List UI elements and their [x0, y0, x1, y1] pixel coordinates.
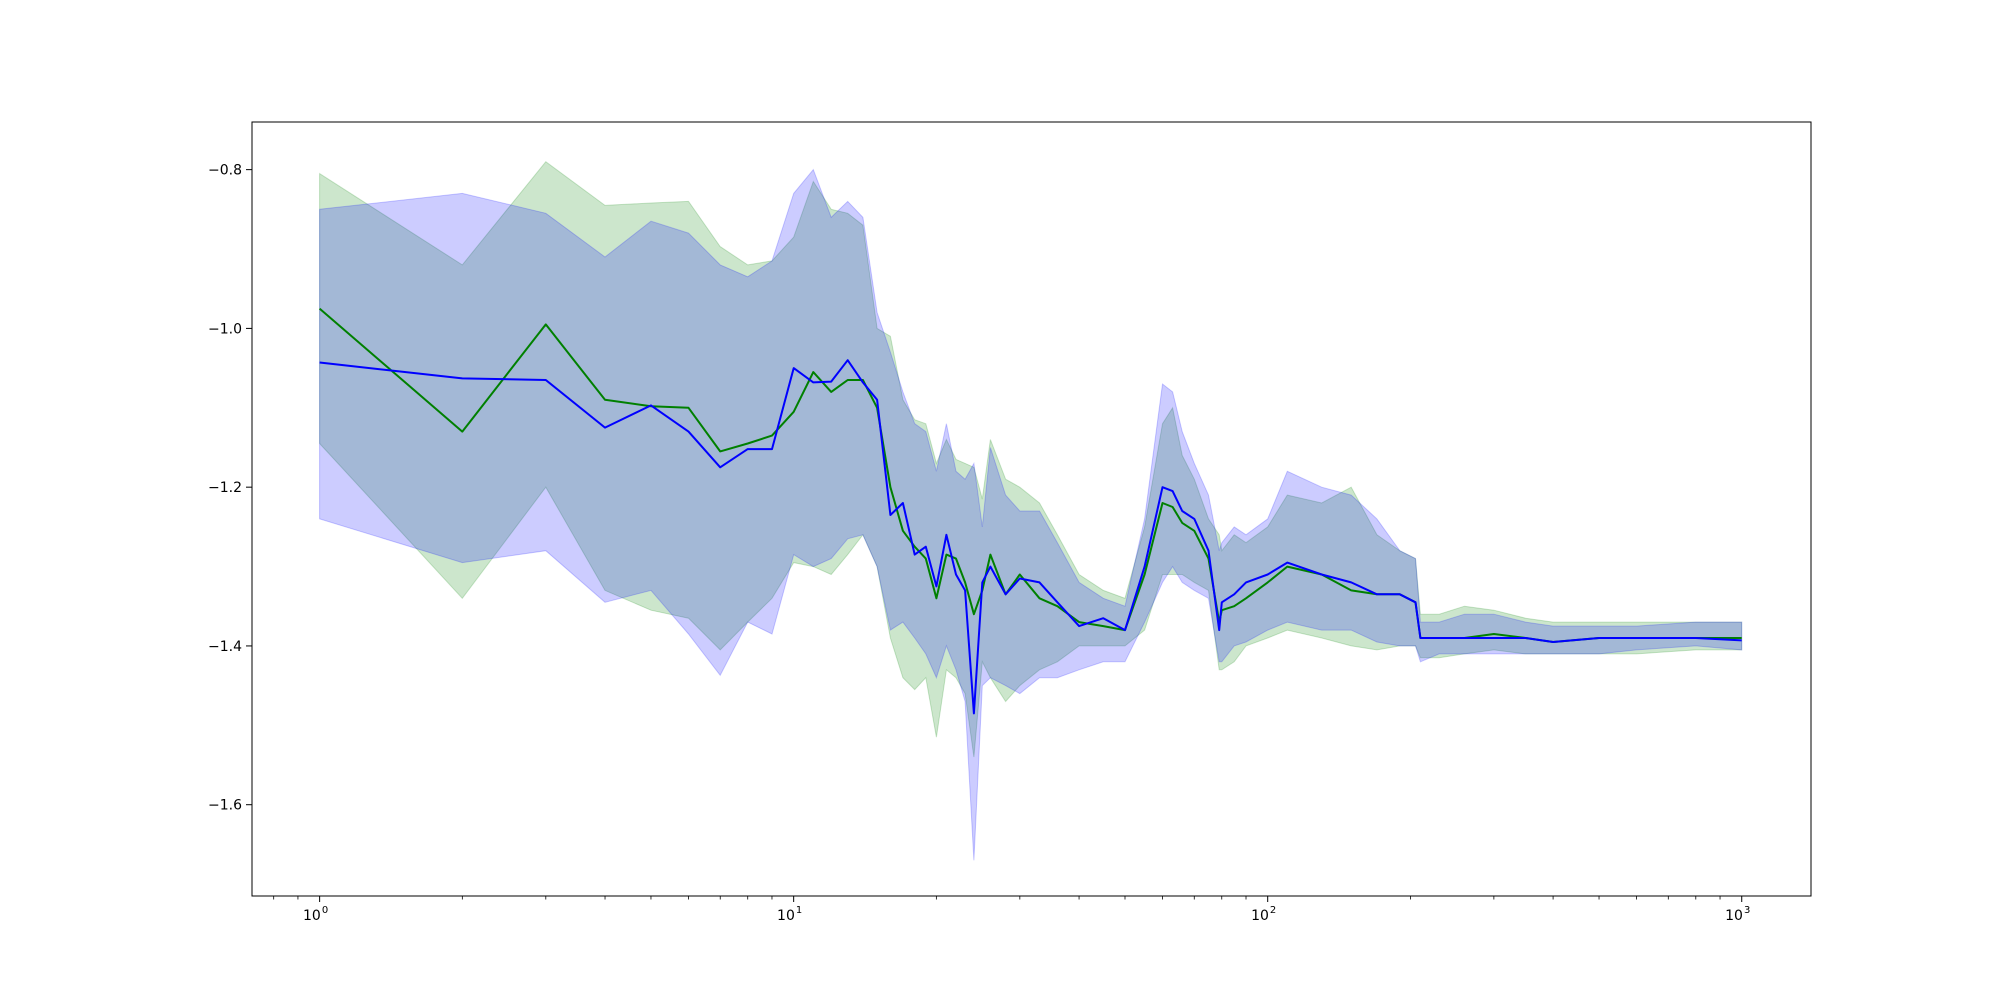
line-series-2: [319, 359, 1742, 715]
y-tick-label: −1.4: [208, 639, 242, 655]
y-tick-label: −0.8: [208, 163, 242, 179]
y-tick-label: −1.2: [208, 480, 242, 496]
plot-frame: [251, 121, 1812, 897]
confidence-bands: [319, 161, 1743, 861]
series-lines: [318, 307, 1742, 715]
band-series-2: [319, 168, 1743, 861]
band-series-1: [319, 161, 1743, 758]
y-tick-label: −1.6: [208, 798, 242, 814]
y-tick-label: −1.0: [208, 321, 242, 337]
